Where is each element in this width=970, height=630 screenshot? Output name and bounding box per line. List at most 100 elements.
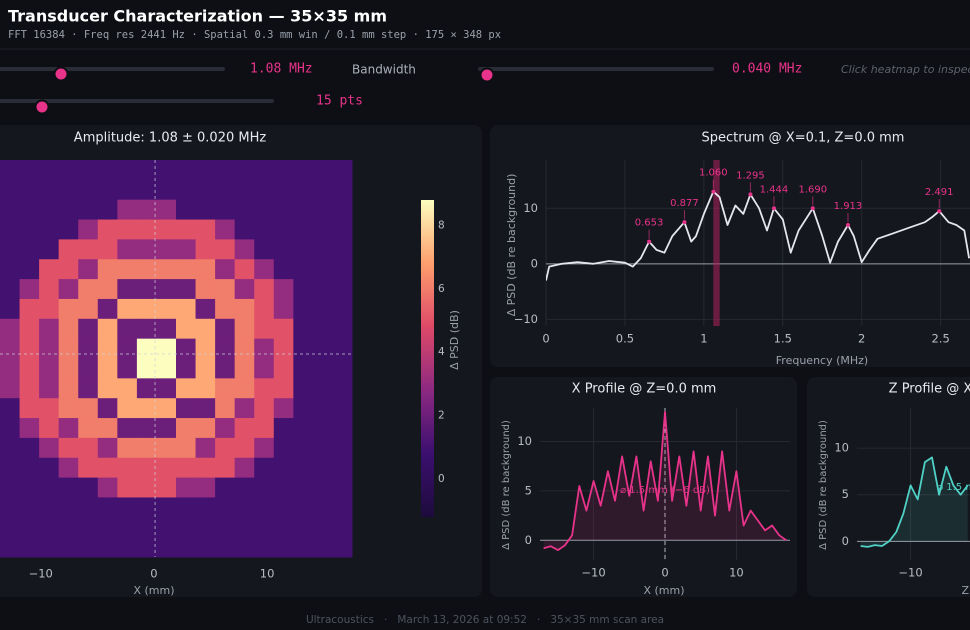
width-annotation: ⌀ 1.5 mm (−6 dB) bbox=[620, 485, 710, 496]
heatmap-cell bbox=[117, 259, 138, 280]
heatmap-cell bbox=[215, 477, 236, 498]
slider-knob[interactable] bbox=[479, 67, 495, 83]
heatmap-cell bbox=[0, 298, 21, 320]
heatmap-cell bbox=[254, 477, 275, 498]
heatmap-cell bbox=[293, 338, 314, 359]
heatmap-cell bbox=[156, 517, 177, 538]
heatmap-cell bbox=[176, 418, 197, 439]
heatmap-cell bbox=[117, 418, 138, 439]
heatmap-cell bbox=[136, 437, 157, 459]
heatmap-cell bbox=[254, 298, 275, 320]
heatmap-cell bbox=[78, 497, 99, 518]
heatmap-cell bbox=[254, 358, 275, 379]
heatmap-cell bbox=[234, 537, 255, 558]
heatmap-cell bbox=[176, 338, 197, 359]
heatmap-cell bbox=[273, 537, 294, 558]
heatmap-cell bbox=[136, 537, 157, 558]
heatmap-cell bbox=[78, 259, 99, 280]
heatmap-cell bbox=[0, 259, 21, 280]
heatmap-cell bbox=[332, 358, 353, 379]
heatmap-cell bbox=[312, 497, 333, 518]
y-tick-label: 10 bbox=[517, 434, 532, 448]
heatmap-cell bbox=[0, 418, 21, 439]
bandwidth-highlight bbox=[713, 160, 720, 326]
heatmap-cell bbox=[234, 517, 255, 538]
heatmap-cell bbox=[234, 378, 255, 399]
heatmap-cell bbox=[176, 279, 197, 300]
heatmap-cell bbox=[39, 298, 60, 320]
heatmap-cell bbox=[273, 338, 294, 359]
heatmap-cell bbox=[78, 298, 99, 320]
heatmap-cell bbox=[0, 477, 21, 498]
heatmap-cell bbox=[117, 457, 138, 479]
heatmap-cell bbox=[136, 179, 157, 201]
heatmap-cell bbox=[136, 239, 157, 260]
heatmap-cell bbox=[136, 378, 157, 399]
heatmap-cell bbox=[39, 239, 60, 260]
heatmap-cell bbox=[273, 259, 294, 280]
heatmap-cell bbox=[215, 298, 236, 320]
heatmap-cell bbox=[234, 398, 255, 419]
heatmap-cell bbox=[293, 318, 314, 340]
heatmap-cell bbox=[234, 279, 255, 300]
heatmap-cell bbox=[215, 497, 236, 518]
heatmap-cell bbox=[293, 239, 314, 260]
bandwidth-value: 0.040 MHz bbox=[732, 62, 802, 77]
heatmap-cell bbox=[78, 517, 99, 538]
heatmap-cell bbox=[176, 457, 197, 479]
heatmap-cell bbox=[293, 358, 314, 379]
heatmap-cell bbox=[39, 418, 60, 439]
heatmap-cell bbox=[58, 239, 79, 260]
panel-title: X Profile @ Z=0.0 mm bbox=[572, 382, 717, 397]
heatmap-cell bbox=[293, 259, 314, 280]
heatmap-cell bbox=[19, 318, 40, 340]
heatmap-cell bbox=[176, 378, 197, 399]
slider-knob[interactable] bbox=[53, 66, 69, 82]
heatmap-cell bbox=[234, 358, 255, 379]
heatmap-cell bbox=[0, 338, 21, 359]
heatmap-cell bbox=[78, 318, 99, 340]
heatmap-cell bbox=[332, 199, 353, 221]
heatmap-cell bbox=[215, 537, 236, 558]
heatmap-cell bbox=[176, 239, 197, 260]
y-tick-label: 0 bbox=[525, 533, 532, 547]
heatmap-cell bbox=[78, 477, 99, 498]
heatmap-cell bbox=[215, 358, 236, 379]
heatmap-cell bbox=[97, 398, 118, 419]
heatmap-cell bbox=[58, 179, 79, 201]
heatmap-cell bbox=[0, 219, 21, 240]
heatmap-cell bbox=[136, 338, 157, 359]
heatmap-cell bbox=[156, 259, 177, 280]
x-tick-label: −10 bbox=[29, 567, 53, 581]
heatmap-cell bbox=[332, 418, 353, 439]
heatmap-cell bbox=[97, 517, 118, 538]
heatmap-cell bbox=[312, 219, 333, 240]
heatmap-cell bbox=[136, 160, 157, 181]
heatmap-cell bbox=[176, 219, 197, 240]
heatmap-cell bbox=[58, 338, 79, 359]
heatmap-cell bbox=[58, 457, 79, 479]
heatmap-cell bbox=[195, 298, 216, 320]
heatmap-cell bbox=[97, 497, 118, 518]
heatmap-cell bbox=[78, 338, 99, 359]
heatmap-cell bbox=[39, 179, 60, 201]
slider-knob[interactable] bbox=[34, 99, 50, 115]
heatmap-cell bbox=[58, 318, 79, 340]
heatmap-cell bbox=[332, 537, 353, 558]
heatmap-cell bbox=[293, 537, 314, 558]
heatmap-cell bbox=[39, 358, 60, 379]
x-tick-label: −10 bbox=[581, 566, 605, 580]
page-subtitle: FFT 16384 · Freq res 2441 Hz · Spatial 0… bbox=[8, 29, 501, 41]
heatmap-cell bbox=[234, 338, 255, 359]
heatmap-cell bbox=[39, 517, 60, 538]
heatmap-cell bbox=[273, 437, 294, 459]
x-tick-label: 1 bbox=[700, 332, 707, 346]
heatmap-cell bbox=[78, 279, 99, 300]
heatmap-cell bbox=[19, 239, 40, 260]
heatmap-cell bbox=[195, 279, 216, 300]
heatmap-cell bbox=[254, 418, 275, 439]
heatmap-cell bbox=[136, 418, 157, 439]
peak-marker bbox=[845, 222, 850, 227]
heatmap-cell bbox=[254, 338, 275, 359]
heatmap-cell bbox=[234, 259, 255, 280]
